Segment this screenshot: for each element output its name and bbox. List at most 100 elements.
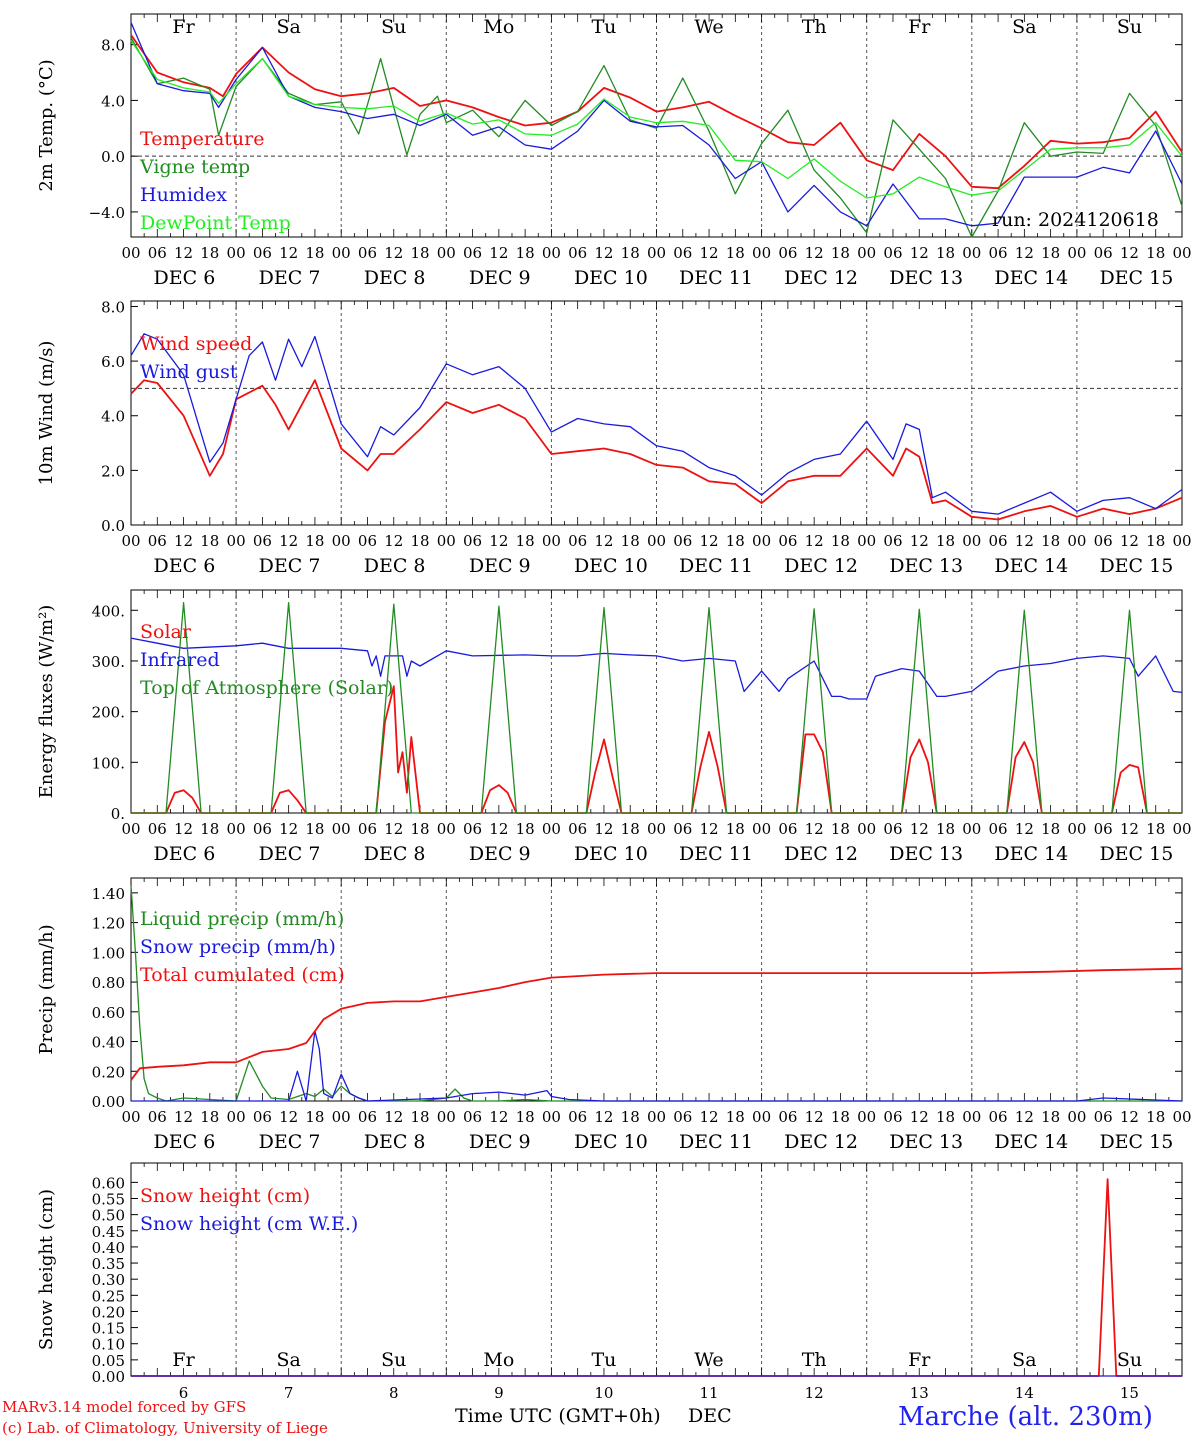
y-tick-label: 2.0 <box>101 462 125 480</box>
day-number-label: 7 <box>284 1384 294 1402</box>
x-hour-label: 18 <box>1041 820 1060 838</box>
x-hour-label: 18 <box>516 1108 535 1126</box>
x-hour-label: 00 <box>542 532 561 550</box>
plot-frame <box>130 589 1183 814</box>
legend-entry: Wind gust <box>140 361 238 383</box>
day-number-label: 6 <box>179 1384 189 1402</box>
panel-5: 0.000.050.100.150.200.250.300.350.400.45… <box>36 1162 1183 1402</box>
x-hour-label: 00 <box>647 532 666 550</box>
legend-entry: Snow height (cm) <box>140 1185 310 1207</box>
run-label: run: 2024120618 <box>992 209 1159 231</box>
x-date-label: DEC 14 <box>994 1131 1068 1153</box>
series-line-wind-speed <box>130 379 1183 521</box>
x-date-label: DEC 15 <box>1099 555 1173 577</box>
x-hour-label: 00 <box>332 1108 351 1126</box>
x-hour-label: 12 <box>700 244 719 262</box>
x-hour-label: 00 <box>227 820 246 838</box>
x-hour-label: 18 <box>936 1108 955 1126</box>
x-hour-label: 12 <box>1120 820 1139 838</box>
credit-line1: MARv3.14 model forced by GFS <box>2 1398 247 1416</box>
weekday-label: Su <box>1117 1349 1142 1371</box>
y-tick-label: 0.00 <box>92 1093 125 1111</box>
x-hour-label: 06 <box>358 1108 377 1126</box>
x-hour-label: 06 <box>463 244 482 262</box>
x-hour-label: 18 <box>305 1108 324 1126</box>
x-hour-label: 18 <box>1041 532 1060 550</box>
x-hour-label: 00 <box>1172 1108 1191 1126</box>
x-date-label: DEC 10 <box>574 843 648 865</box>
x-axis-title-month: DEC <box>688 1405 732 1427</box>
weekday-label: Su <box>381 1349 406 1371</box>
x-hour-label: 06 <box>673 244 692 262</box>
x-hour-label: 18 <box>936 532 955 550</box>
x-hour-label: 06 <box>253 1108 272 1126</box>
legend-entry: Infrared <box>140 649 220 671</box>
x-hour-label: 18 <box>410 820 429 838</box>
x-hour-label: 00 <box>1067 1108 1086 1126</box>
x-hour-label: 18 <box>410 532 429 550</box>
series-line-solar <box>131 685 1182 814</box>
x-hour-label: 18 <box>1146 1108 1165 1126</box>
x-date-label: DEC 13 <box>889 1131 963 1153</box>
x-hour-label: 18 <box>726 244 745 262</box>
y-tick-label: 0.20 <box>92 1063 125 1081</box>
weekday-label: Sa <box>276 16 300 38</box>
x-hour-label: 12 <box>489 820 508 838</box>
x-hour-label: 00 <box>542 820 561 838</box>
x-hour-label: 12 <box>910 532 929 550</box>
x-hour-label: 12 <box>1015 244 1034 262</box>
day-number-label: 15 <box>1120 1384 1139 1402</box>
y-axis-label: Snow height (cm) <box>36 1189 57 1350</box>
x-date-label: DEC 13 <box>889 843 963 865</box>
weekday-label: Su <box>1117 16 1142 38</box>
x-date-label: DEC 14 <box>994 267 1068 289</box>
x-hour-label: 06 <box>1094 1108 1113 1126</box>
y-axis-label: Precip (mm/h) <box>36 924 57 1054</box>
x-hour-label: 06 <box>568 820 587 838</box>
x-hour-label: 12 <box>1015 820 1034 838</box>
y-tick-label: 0.25 <box>92 1287 125 1305</box>
x-hour-label: 00 <box>1067 532 1086 550</box>
y-tick-label: 6.0 <box>101 353 125 371</box>
credit-line2: (c) Lab. of Climatology, University of L… <box>2 1419 328 1437</box>
x-hour-label: 12 <box>1120 532 1139 550</box>
x-hour-label: 06 <box>148 532 167 550</box>
x-hour-label: 00 <box>437 532 456 550</box>
x-hour-label: 12 <box>279 532 298 550</box>
x-hour-label: 00 <box>1172 532 1191 550</box>
y-tick-label: 1.00 <box>92 944 125 962</box>
x-hour-label: 18 <box>1041 1108 1060 1126</box>
x-hour-label: 18 <box>200 1108 219 1126</box>
x-hour-label: 18 <box>831 244 850 262</box>
x-hour-label: 12 <box>489 1108 508 1126</box>
x-date-label: DEC 11 <box>679 843 753 865</box>
x-hour-label: 12 <box>594 820 613 838</box>
y-tick-label: 0.0 <box>101 517 125 535</box>
x-hour-label: 06 <box>148 244 167 262</box>
x-hour-label: 18 <box>200 532 219 550</box>
x-hour-label: 12 <box>489 532 508 550</box>
series-line-total-cumulated-cm- <box>130 967 1183 1081</box>
x-hour-label: 00 <box>1172 820 1191 838</box>
x-hour-label: 06 <box>989 244 1008 262</box>
x-hour-label: 00 <box>542 244 561 262</box>
x-hour-label: 18 <box>305 244 324 262</box>
series-line-liquid-precip-mm-h- <box>130 885 1182 1102</box>
x-hour-label: 06 <box>989 1108 1008 1126</box>
x-date-label: DEC 8 <box>364 555 426 577</box>
x-hour-label: 00 <box>857 1108 876 1126</box>
y-tick-label: 0.35 <box>92 1255 125 1273</box>
y-tick-label: 8.0 <box>101 298 125 316</box>
x-hour-label: 18 <box>831 532 850 550</box>
x-hour-label: 18 <box>516 532 535 550</box>
x-hour-label: 18 <box>200 244 219 262</box>
plot-frame <box>130 13 1183 238</box>
weekday-label: Su <box>381 16 406 38</box>
x-hour-label: 06 <box>883 1108 902 1126</box>
x-hour-label: 18 <box>1146 244 1165 262</box>
x-hour-label: 12 <box>174 244 193 262</box>
weekday-label: Tu <box>591 16 616 38</box>
x-hour-label: 12 <box>384 1108 403 1126</box>
panel-1: −4.0 0.0 4.0 8.0 2m Temp. (°C) Temperature Vig… <box>36 13 1192 289</box>
